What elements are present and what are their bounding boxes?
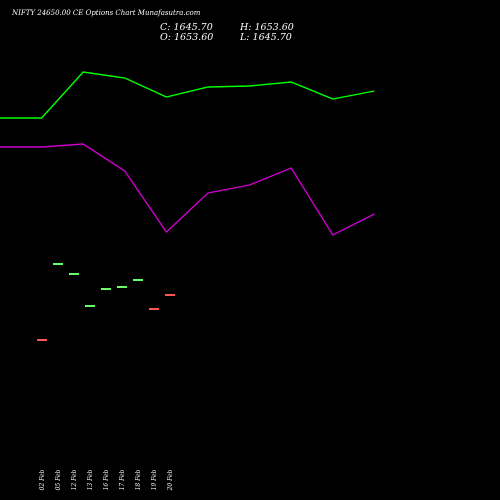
x-tick-label: 20 Feb [167,469,174,491]
x-tick-label: 05 Feb [55,469,62,490]
chart-title: NIFTY 24650.00 CE Options Chart Munafasu… [12,9,201,17]
low-value: L: 1645.70 [240,32,292,43]
open-value: O: 1653.60 [160,32,214,43]
candle-5 [117,286,127,288]
x-tick-label: 13 Feb [87,469,94,490]
candle-0 [37,339,47,341]
candle-1 [53,263,63,265]
series-line-0 [0,71,375,119]
candle-7 [149,308,159,310]
series-line-1 [0,143,375,236]
x-tick-label: 16 Feb [103,469,110,490]
x-tick-label: 17 Feb [119,469,126,490]
candle-2 [69,273,79,275]
high-value: H: 1653.60 [240,22,294,33]
x-tick-label: 18 Feb [135,469,142,490]
candles-layer [37,263,175,341]
candle-6 [133,279,143,281]
close-value: C: 1645.70 [160,22,213,33]
x-tick-label: 19 Feb [151,469,158,490]
candle-8 [165,294,175,296]
x-axis-ticks: 02 Feb 05 Feb 12 Feb 13 Feb 16 Feb 17 Feb 18 F… [39,469,174,491]
x-tick-label: 12 Feb [71,469,78,490]
x-tick-label: 02 Feb [39,469,46,490]
candle-4 [101,288,111,290]
candle-3 [85,305,95,307]
lines-layer [0,71,375,236]
